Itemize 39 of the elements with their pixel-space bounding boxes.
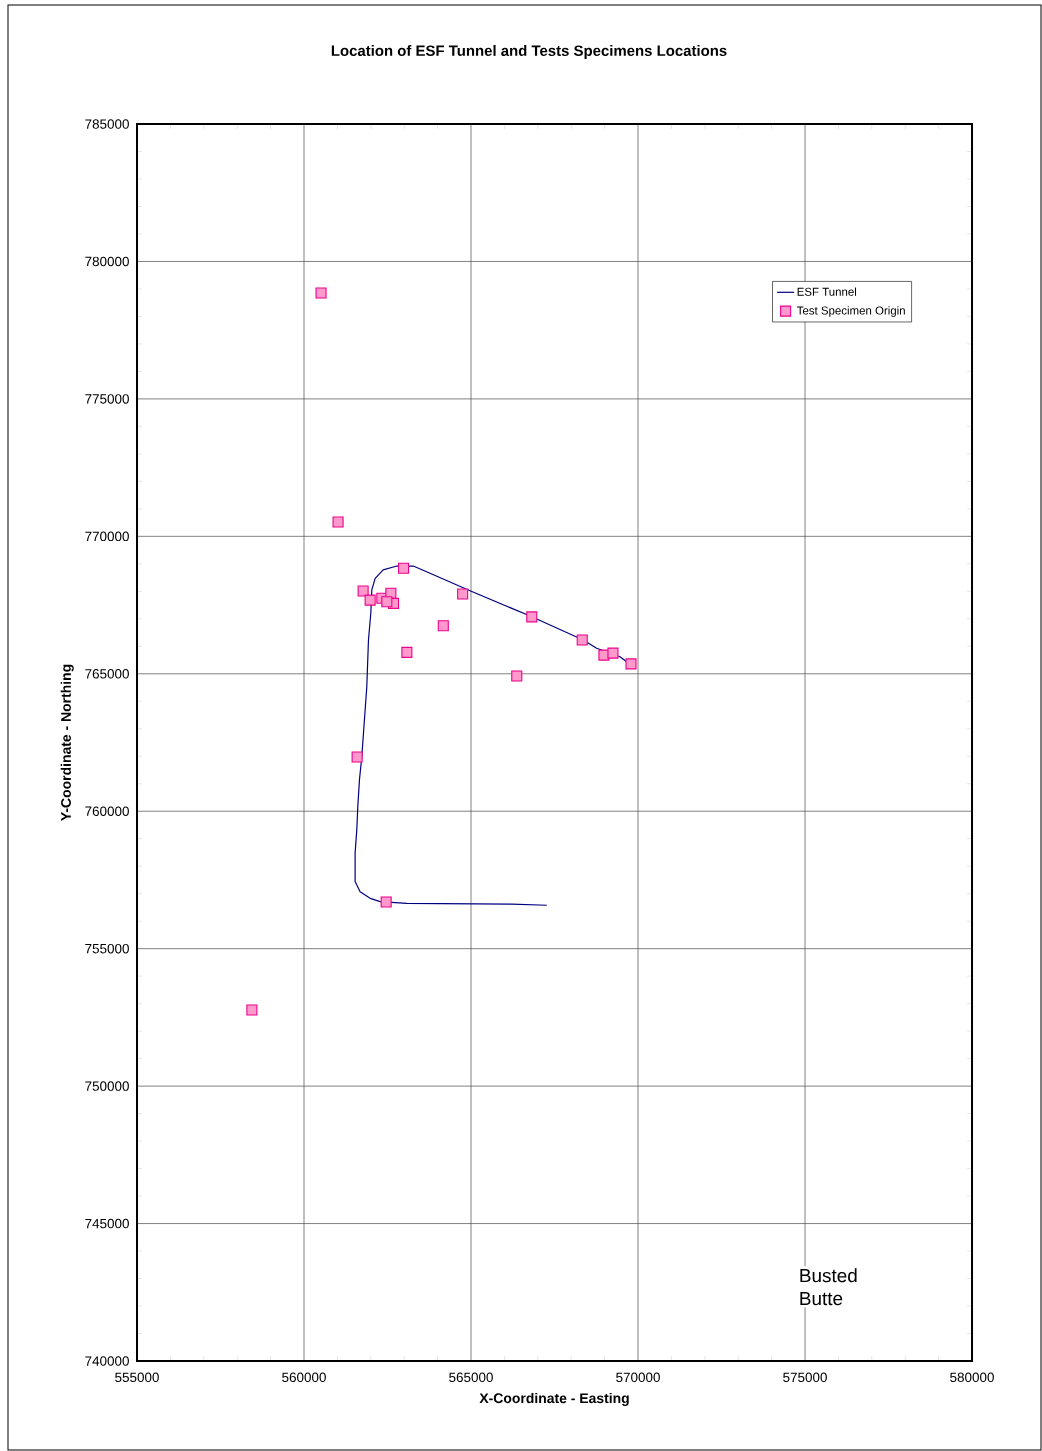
x-tick-label: 575000 [783,1372,827,1383]
point [397,562,410,574]
point [332,516,344,528]
x-tick-label: 560000 [282,1372,326,1383]
point [380,896,392,908]
point [381,596,393,608]
x-tick-label: 555000 [115,1372,159,1383]
y-tick-label: 780000 [85,256,129,267]
annotation: Busted Butte [800,1268,857,1306]
point [526,611,538,623]
y-tick-label: 785000 [85,119,129,129]
point [246,1004,258,1016]
point [511,670,523,682]
point [625,658,637,670]
x-tick-label: 565000 [449,1372,493,1383]
y-tick-label: 760000 [85,806,129,816]
x-tick-label: 580000 [950,1372,994,1383]
y-tick-label: 750000 [85,1081,129,1091]
y-tick-label: 770000 [85,531,129,542]
legend-label: Test Specimen Origin [796,306,905,317]
point [364,594,376,606]
point [607,647,619,659]
y-tick-label: 765000 [85,669,129,679]
x-axis-title: X-Coordinate - Easting [479,1392,629,1406]
point [315,287,327,299]
point [401,646,413,658]
x-tick-label: 570000 [616,1372,660,1383]
y-tick-label: 740000 [85,1356,129,1366]
y-tick-label: 745000 [85,1218,129,1229]
y-axis-title: Y-Coordinate - Northing [60,664,74,821]
point [357,585,369,597]
y-tick-label: 775000 [85,394,129,404]
point [457,588,469,600]
point [351,751,363,763]
legend-label: ESF Tunnel [797,287,857,296]
point [576,634,588,646]
point [437,620,449,632]
y-tick-label: 755000 [85,943,129,954]
chart-title: Location of ESF Tunnel and Tests Specimens Locations [331,45,727,59]
